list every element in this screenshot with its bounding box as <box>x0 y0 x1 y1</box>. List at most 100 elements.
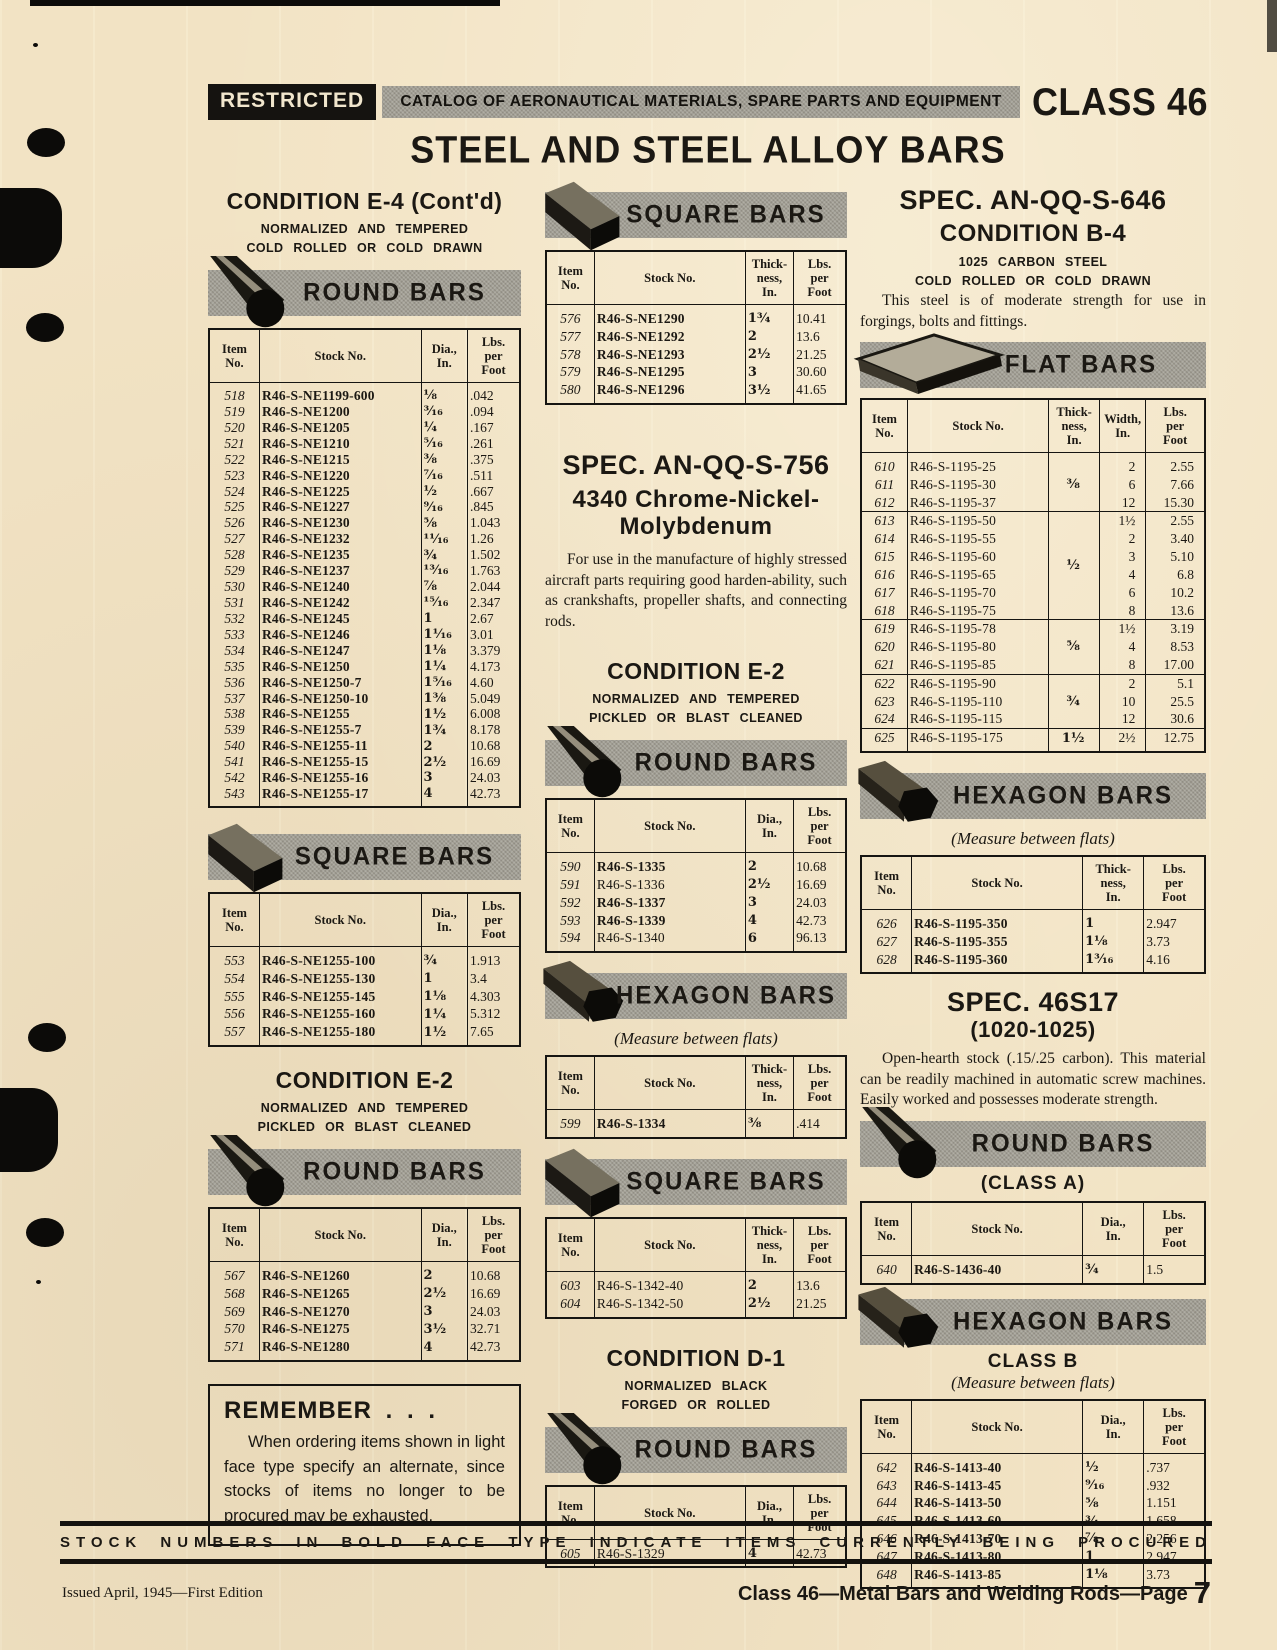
cell-lbs-per-foot: 16.69 <box>466 1284 520 1303</box>
column-header: Stock No. <box>593 1485 746 1540</box>
cell-dia: ¾ <box>1082 1255 1144 1284</box>
column-header: Dia., In. <box>420 1208 468 1263</box>
round-bars-table-e2: Item No. Stock No. Dia., In. Lbs. per Foot 5… <box>208 1207 521 1363</box>
cell-dia: 2½ <box>420 1284 468 1303</box>
cell-dia: 2½ <box>744 1294 794 1318</box>
cell-item-no: 628 <box>876 951 897 967</box>
cell-item-no: 592 <box>560 894 581 910</box>
cell-stock-no: R46-S-1340 <box>593 929 746 953</box>
cell-thickness: ⅜ <box>1048 452 1100 512</box>
cell-stock-no: R46-S-NE1230 <box>258 515 422 532</box>
cell-lbs-per-foot: 42.73 <box>466 786 520 807</box>
cell-item-no: 553 <box>224 952 245 968</box>
round-bars-banner: ROUND BARS <box>208 256 521 328</box>
cell-item-no: 555 <box>224 988 245 1004</box>
cell-dia: 4 <box>420 1338 468 1362</box>
measure-note: (Measure between flats) <box>951 1372 1115 1392</box>
square-bars-table-e4-grid: Item No. Stock No. Dia., In. Lbs. per Foot 5… <box>208 891 521 1048</box>
left-column: CONDITION E-4 (Cont'd) NORMALIZED AND TE… <box>208 188 521 1547</box>
cell-lbs-per-foot: 2.67 <box>466 610 520 627</box>
cell-item-no: 618 <box>874 602 895 618</box>
cell-stock-no: R46-S-1195-25 <box>906 452 1049 476</box>
cell-stock-no: R46-S-1195-115 <box>906 710 1049 729</box>
cell-lbs-per-foot: 7.65 <box>466 1023 520 1047</box>
cell-lbs-per-foot: .375 <box>466 451 520 468</box>
cell-item-no: 591 <box>560 876 581 892</box>
cell-item-no: 579 <box>560 364 581 380</box>
spec-646-heading: SPEC. AN-QQ-S-646 <box>899 185 1167 215</box>
spec-756-subheading: 4340 Chrome-Nickel-Molybdenum <box>572 486 820 541</box>
cell-lbs-per-foot: 2.256 <box>1143 1530 1205 1548</box>
cell-item-no: 557 <box>224 1024 245 1040</box>
cell-stock-no: R46-S-1342-40 <box>593 1271 746 1295</box>
column-header: Lbs. per Foot <box>466 1208 520 1263</box>
spec-46s17-paragraph: Open-hearth stock (.15/.25 carbon). This… <box>860 1050 1206 1109</box>
cell-lbs-per-foot: 2.347 <box>466 594 520 611</box>
cell-stock-no: R46-S-1195-80 <box>906 638 1049 656</box>
cell-dia: 1⅜ <box>420 690 468 707</box>
scan-edge-right <box>1267 0 1277 52</box>
hexagon-bars-banner: HEXAGON BARS <box>858 1286 1206 1348</box>
cell-stock-no: R46-S-NE1200 <box>258 403 422 420</box>
cell-dia: ³⁄₁₆ <box>420 403 468 420</box>
cell-lbs-per-foot: 2.947 <box>1143 909 1205 933</box>
cell-item-no: 525 <box>224 499 245 515</box>
cell-lbs-per-foot: .511 <box>466 467 520 484</box>
cell-stock-no: R46-S-NE1235 <box>258 547 422 564</box>
column-header: Lbs. per Foot <box>793 1485 846 1540</box>
condition-e4-sub1: NORMALIZED AND TEMPERED <box>260 222 469 236</box>
cell-dia: ⁷⁄₁₆ <box>420 467 468 484</box>
cell-item-no: 622 <box>861 673 908 693</box>
cell-dia: 1⅛ <box>420 642 468 659</box>
cell-dia: 1½ <box>420 1023 468 1047</box>
cell-lbs-per-foot: 41.65 <box>793 381 846 405</box>
round-bars-table-e4: Item No. Stock No. Dia., In. Lbs. per Foot 5… <box>208 328 521 808</box>
cell-stock-no: R46-S-NE1265 <box>258 1284 422 1303</box>
cell-item-no: 590 <box>560 859 581 875</box>
condition-e4-sub2: COLD ROLLED OR COLD DRAWN <box>246 241 483 255</box>
cell-thickness: ½ <box>1048 511 1100 620</box>
cell-dia: ⁵⁄₁₆ <box>420 435 468 452</box>
cell-item-no: 620 <box>874 639 895 655</box>
cell-lbs-per-foot: 4.303 <box>466 987 520 1006</box>
cell-dia: 4 <box>744 911 794 930</box>
cell-width: 12 <box>1098 710 1146 729</box>
banner-label: SQUARE BARS <box>294 842 495 871</box>
cell-stock-no: R46-S-1335 <box>593 852 746 876</box>
cell-item-no: 621 <box>874 656 895 672</box>
cell-stock-no: R46-S-NE1260 <box>258 1261 422 1285</box>
cell-item-no: 594 <box>560 930 581 946</box>
column-header: Stock No. <box>593 799 746 854</box>
column-header: Dia., In. <box>744 799 794 854</box>
cell-lbs-per-foot: 10.2 <box>1145 583 1205 602</box>
punch-hole <box>28 1023 66 1052</box>
cell-lbs-per-foot: .094 <box>466 403 520 420</box>
column-header: Item No. <box>546 799 595 854</box>
cell-stock-no: R46-S-1413-70 <box>911 1530 1083 1548</box>
column-header: Lbs. per Foot <box>1145 399 1205 453</box>
column-header: Lbs. per Foot <box>466 892 520 947</box>
cell-dia: 1½ <box>420 706 468 723</box>
cell-lbs-per-foot: .932 <box>1143 1476 1205 1495</box>
cell-lbs-per-foot: 4.60 <box>466 674 520 691</box>
cell-lbs-per-foot: 4.173 <box>466 658 520 675</box>
cell-item-no: 616 <box>874 566 895 582</box>
column-header: Stock No. <box>593 251 746 305</box>
issued-line: Issued April, 1945—First Edition <box>62 1585 263 1601</box>
cell-item-no: 576 <box>560 311 581 326</box>
cell-lbs-per-foot: .737 <box>1143 1453 1205 1477</box>
column-header: Item No. <box>209 892 260 947</box>
cell-stock-no: R46-S-NE1242 <box>258 594 422 611</box>
cell-width: 1½ <box>1098 511 1146 531</box>
cell-item-no: 521 <box>224 435 245 451</box>
cell-item-no: 611 <box>874 476 895 492</box>
cell-stock-no: R46-S-NE1270 <box>258 1302 422 1321</box>
cell-lbs-per-foot: 42.73 <box>793 911 846 930</box>
cell-stock-no: R46-S-NE1275 <box>258 1320 422 1339</box>
cell-lbs-per-foot: 42.73 <box>466 1338 520 1362</box>
cell-dia: 6 <box>744 929 794 953</box>
cell-stock-no: R46-S-1195-78 <box>906 619 1049 639</box>
square-bars-table-e4: Item No. Stock No. Dia., In. Lbs. per Foot 5… <box>208 891 521 1048</box>
condition-e2-sub1: NORMALIZED AND TEMPERED <box>592 692 800 707</box>
column-header: Stock No. <box>906 399 1049 453</box>
